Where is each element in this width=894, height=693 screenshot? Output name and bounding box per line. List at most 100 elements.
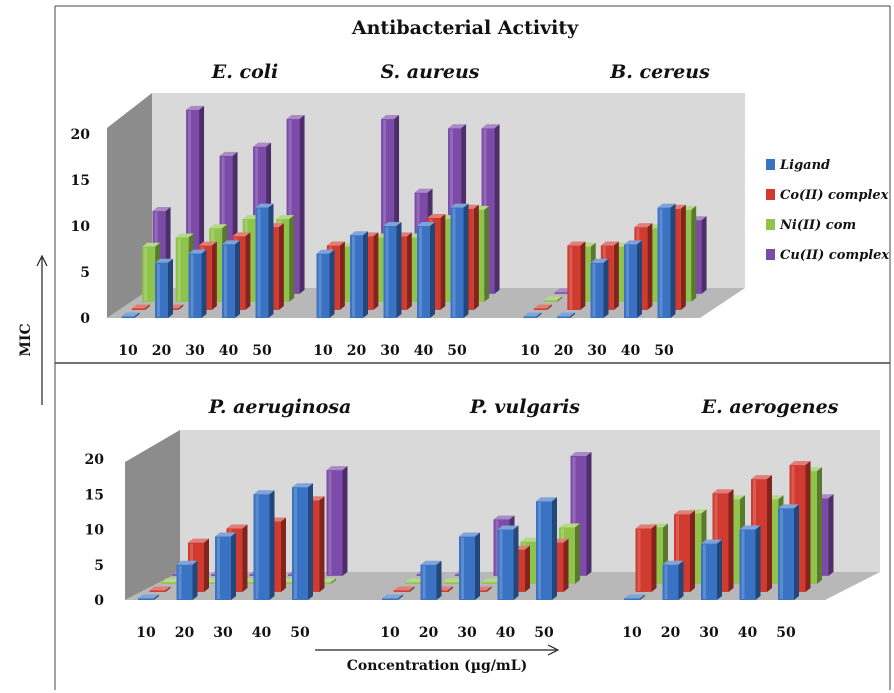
bar bbox=[624, 240, 642, 318]
bar bbox=[350, 231, 368, 318]
bottom-x-ticks: 10 20 30 40 50 10 20 30 40 50 10 20 30 40 50 bbox=[136, 625, 796, 641]
bar bbox=[635, 524, 657, 592]
bar bbox=[420, 560, 442, 600]
x-tick-label: 40 bbox=[414, 343, 434, 359]
x-tick-label: 40 bbox=[219, 343, 239, 359]
bar bbox=[255, 203, 274, 318]
bar bbox=[149, 586, 171, 592]
y-axis-arrow-head bbox=[36, 254, 48, 267]
bar bbox=[523, 312, 542, 318]
legend-swatch bbox=[766, 219, 775, 230]
x-tick-label: 30 bbox=[380, 343, 400, 359]
x-tick-label: 30 bbox=[213, 625, 233, 641]
bar bbox=[326, 466, 348, 576]
legend-label: Ni(II) com bbox=[779, 218, 856, 233]
bar bbox=[393, 586, 415, 592]
legend-label: Cu(II) complex bbox=[780, 248, 889, 263]
x-tick-label: 10 bbox=[118, 343, 138, 359]
bottom-organism-labels: P. aeruginosa P. vulgaris E. aerogenes bbox=[208, 396, 839, 418]
x-tick-label: 50 bbox=[654, 343, 674, 359]
y-tick-label: 0 bbox=[80, 311, 90, 327]
top-y-ticks: 0 5 10 15 20 bbox=[71, 127, 91, 327]
bar bbox=[176, 560, 198, 600]
bar bbox=[544, 296, 563, 302]
figure-title: Antibacterial Activity bbox=[351, 17, 579, 39]
y-tick-label: 20 bbox=[71, 127, 91, 143]
organism-label: E. coli bbox=[211, 61, 278, 83]
x-tick-label: 50 bbox=[252, 343, 272, 359]
x-tick-label: 10 bbox=[136, 625, 156, 641]
legend-label: Co(II) complex bbox=[780, 188, 889, 203]
bar bbox=[536, 497, 557, 600]
bar bbox=[292, 483, 313, 600]
bar bbox=[533, 304, 552, 310]
x-tick-label: 10 bbox=[313, 343, 333, 359]
y-axis-label-group: MIC bbox=[18, 254, 48, 405]
x-tick-label: 40 bbox=[252, 625, 272, 641]
x-tick-label: 30 bbox=[699, 625, 719, 641]
legend-item: Co(II) complex bbox=[766, 188, 889, 203]
organism-label: B. cereus bbox=[609, 61, 710, 83]
bar bbox=[567, 241, 586, 310]
bar bbox=[590, 258, 609, 318]
organism-label: P. aeruginosa bbox=[208, 396, 352, 418]
top-side-wall bbox=[107, 93, 152, 318]
y-tick-label: 15 bbox=[71, 173, 90, 189]
legend-label: Ligand bbox=[779, 158, 830, 173]
x-tick-label: 50 bbox=[534, 625, 554, 641]
top-bars bbox=[121, 105, 707, 318]
x-tick-label: 50 bbox=[290, 625, 310, 641]
legend-item: Cu(II) complex bbox=[766, 248, 889, 263]
bar bbox=[497, 525, 519, 600]
x-tick-label: 30 bbox=[185, 343, 205, 359]
x-tick-label: 10 bbox=[380, 625, 400, 641]
x-tick-label: 10 bbox=[622, 625, 642, 641]
bar bbox=[138, 594, 159, 600]
x-tick-label: 50 bbox=[776, 625, 796, 641]
x-tick-label: 20 bbox=[347, 343, 367, 359]
bar bbox=[624, 594, 645, 600]
x-tick-label: 30 bbox=[457, 625, 477, 641]
x-axis-label: Concentration (µg/mL) bbox=[347, 658, 527, 674]
bar bbox=[131, 304, 150, 310]
bar bbox=[215, 532, 236, 600]
bar bbox=[657, 203, 676, 318]
legend: Ligand Co(II) complex Ni(II) com Cu(II) com… bbox=[766, 158, 889, 263]
x-tick-label: 40 bbox=[496, 625, 516, 641]
x-tick-label: 20 bbox=[554, 343, 574, 359]
legend-swatch bbox=[766, 249, 775, 260]
y-axis-label: MIC bbox=[18, 323, 34, 356]
organism-label: P. vulgaris bbox=[469, 396, 580, 418]
y-tick-label: 5 bbox=[80, 265, 90, 281]
y-tick-label: 10 bbox=[85, 523, 105, 539]
bar bbox=[121, 312, 140, 318]
x-tick-label: 20 bbox=[152, 343, 172, 359]
bar bbox=[155, 258, 173, 318]
y-tick-label: 20 bbox=[85, 452, 105, 468]
top-x-ticks: 10 20 30 40 50 10 20 30 40 50 10 20 30 40 50 bbox=[118, 343, 674, 359]
bar bbox=[188, 249, 207, 318]
bottom-y-ticks: 0 5 10 15 20 bbox=[85, 452, 105, 609]
top-organism-labels: E. coli S. aureus B. cereus bbox=[211, 61, 710, 83]
y-tick-label: 0 bbox=[94, 593, 104, 609]
bar bbox=[382, 594, 403, 600]
x-axis-arrow-head bbox=[547, 644, 560, 656]
x-tick-label: 20 bbox=[419, 625, 439, 641]
y-tick-label: 5 bbox=[94, 558, 104, 574]
x-axis-label-group: Concentration (µg/mL) bbox=[315, 644, 560, 674]
bottom-panel: 0 5 10 15 20 P. aeruginosa P. vulgaris E. aero… bbox=[85, 396, 880, 641]
x-tick-label: 20 bbox=[661, 625, 681, 641]
legend-item: Ni(II) com bbox=[766, 218, 856, 233]
organism-label: E. aerogenes bbox=[701, 396, 839, 418]
bar bbox=[383, 222, 402, 318]
bar bbox=[701, 539, 722, 600]
bar bbox=[739, 525, 761, 600]
bar bbox=[778, 504, 799, 600]
bar bbox=[450, 203, 469, 318]
legend-swatch bbox=[766, 189, 775, 200]
x-tick-label: 20 bbox=[175, 625, 195, 641]
top-panel: 0 5 10 15 20 E. coli S. aureus B. cereus 10 20 3… bbox=[71, 61, 745, 359]
x-tick-label: 40 bbox=[621, 343, 641, 359]
y-tick-label: 10 bbox=[71, 219, 91, 235]
